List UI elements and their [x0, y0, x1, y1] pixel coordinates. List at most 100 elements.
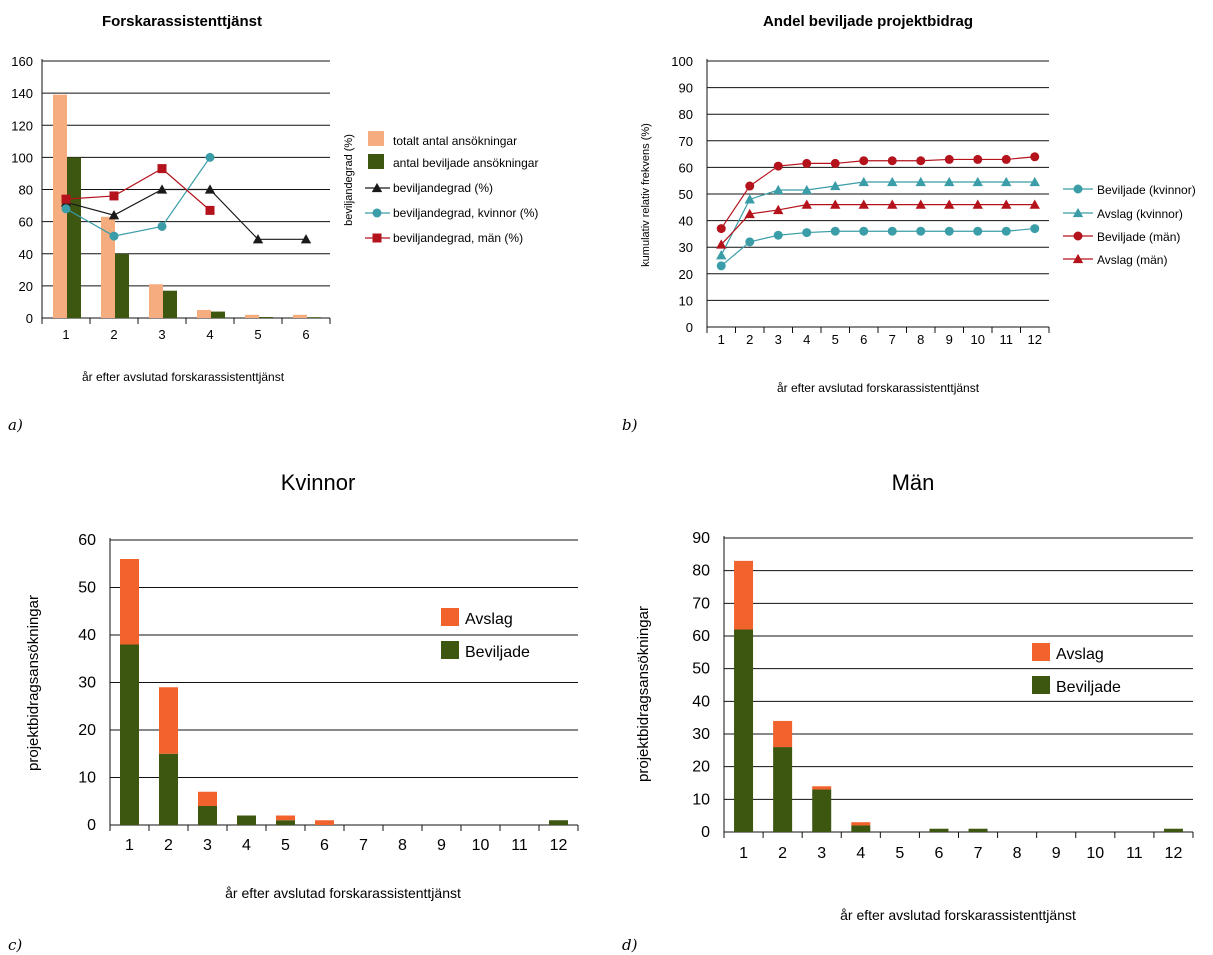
chart-c-bar-beviljade: [120, 644, 139, 825]
chart-a-bar-granted: [115, 253, 129, 318]
chart-c-ylabel: projektbidragsansökningar: [25, 595, 42, 771]
chart-a-legend-label-2: beviljandegrad (%): [393, 181, 493, 195]
chart-b-line-1: [720, 181, 1035, 256]
chart-b-line-2-point: [916, 156, 926, 166]
chart-d-bar-beviljade: [773, 747, 793, 832]
chart-a-bar-granted: [163, 290, 177, 318]
chart-d-legend-swatch-beviljade: [1032, 676, 1050, 694]
chart-d-ytick-label: 70: [692, 595, 710, 612]
chart-b-xtick-label: 1: [718, 332, 725, 347]
chart-b-line-0-point: [887, 226, 897, 236]
chart-b-title: Andel beviljade projektbidrag: [763, 13, 973, 30]
chart-a-bar-granted: [307, 317, 321, 318]
chart-d-title: Män: [892, 470, 935, 495]
chart-b-line-3-point: [858, 199, 869, 209]
chart-c-xtick-label: 12: [550, 837, 568, 854]
chart-a-ytick-label: 100: [11, 150, 33, 165]
chart-b-line-1-point: [887, 176, 898, 187]
chart-b-xtick-label: 8: [917, 332, 924, 347]
chart-d-bar-avslag: [734, 560, 754, 630]
chart-b-ytick-label: 20: [679, 267, 693, 282]
chart-b-legend-marker-0: [1073, 184, 1083, 194]
chart-b-line-3-point: [773, 204, 784, 215]
chart-b-line-3-point: [801, 199, 812, 209]
chart-a-ytick-label: 20: [19, 279, 33, 294]
chart-b-ytick-label: 40: [679, 214, 693, 229]
chart-b-xtick-label: 4: [803, 332, 810, 347]
chart-b-line-2-point: [944, 154, 954, 164]
chart-a-line-2-point: [61, 194, 71, 204]
chart-b-ytick-label: 90: [679, 81, 693, 96]
chart-c-bar-beviljade: [549, 820, 568, 825]
chart-b-line-0-point: [944, 226, 954, 236]
chart-c-xtick-label: 5: [281, 837, 290, 854]
chart-b-line-1-point: [944, 176, 955, 187]
chart-c-title: Kvinnor: [281, 470, 356, 495]
chart-a-bar-granted: [67, 157, 81, 318]
chart-a-line-2-point: [157, 164, 167, 174]
chart-c-xlabel: år efter avslutad forskarassistenttjänst: [225, 885, 461, 901]
chart-c-ytick-label: 0: [87, 817, 96, 834]
chart-d-xtick-label: 1: [739, 845, 748, 862]
chart-a-line-1-point: [205, 152, 215, 162]
chart-b-legend-label-1: Avslag (kvinnor): [1097, 207, 1183, 221]
chart-b-line-3-point: [716, 239, 727, 249]
chart-d-legend-label-0: Avslag: [1056, 646, 1104, 663]
chart-a-legend-label-4: beviljandegrad, män (%): [393, 231, 523, 245]
chart-a-line-2-point: [205, 205, 215, 215]
chart-b-line-2-point: [830, 158, 840, 168]
chart-b-line-1-point: [915, 176, 926, 187]
chart-c-legend-label-1: Beviljade: [465, 644, 530, 661]
chart-b-line-0-point: [716, 261, 726, 271]
chart-b-line-3-point: [972, 199, 983, 209]
chart-a-legend-label-3: beviljandegrad, kvinnor (%): [393, 206, 538, 220]
chart-d-ytick-label: 80: [692, 563, 710, 580]
chart-b-line-2-point: [887, 156, 897, 166]
chart-d-ytick-label: 10: [692, 791, 710, 808]
chart-a-bar-total: [245, 314, 259, 318]
chart-b-line-3-point: [887, 199, 898, 209]
chart-c-ytick-label: 60: [78, 532, 96, 549]
chart-b-xlabel: år efter avslutad forskarassistenttjänst: [777, 381, 980, 395]
chart-b-line-0-point: [859, 226, 869, 236]
chart-b-line-2: [720, 156, 1035, 229]
chart-b-line-0-point: [745, 237, 755, 247]
chart-b-line-1-point: [1029, 176, 1040, 187]
chart-b-line-2-point: [1030, 152, 1040, 162]
chart-b-line-1-point: [972, 176, 983, 187]
chart-a-bar-granted: [259, 317, 273, 318]
chart-b-line-1-point: [716, 250, 727, 260]
chart-b-line-3-point: [744, 208, 755, 219]
chart-c-bar-beviljade: [198, 806, 217, 825]
chart-b-legend-label-3: Avslag (män): [1097, 253, 1167, 267]
chart-b-line-1-point: [858, 176, 869, 187]
chart-d-ytick-label: 90: [692, 530, 710, 547]
chart-b-ytick-label: 70: [679, 134, 693, 149]
panel-label-a: a): [8, 416, 23, 434]
chart-a-legend-label-1: antal beviljade ansökningar: [393, 156, 538, 170]
chart-d-bar-beviljade: [812, 789, 832, 832]
chart-b-line-3: [720, 204, 1035, 245]
chart-c-ytick-label: 10: [78, 770, 96, 787]
chart-c-bar-beviljade: [276, 820, 295, 825]
chart-a-bar-total: [149, 284, 163, 318]
chart-c-xtick-label: 1: [125, 837, 134, 854]
chart-a-ytick-label: 120: [11, 118, 33, 133]
chart-b-ytick-label: 80: [679, 107, 693, 122]
chart-b-line-1-point: [744, 194, 755, 204]
chart-c-bar-beviljade: [237, 815, 256, 825]
chart-b-line-3-point: [1001, 199, 1012, 209]
chart-b-line-0-point: [802, 228, 812, 238]
chart-c-bar-beviljade: [159, 753, 178, 825]
chart-b-line-3-point: [830, 199, 841, 209]
chart-b-line-3-point: [915, 199, 926, 209]
chart-a-line-1: [65, 157, 211, 237]
chart-b-ytick-label: 10: [679, 293, 693, 308]
chart-b-line-1-point: [830, 180, 841, 191]
chart-d-xtick-label: 6: [935, 845, 944, 862]
chart-a-legend-swatch-0: [368, 131, 384, 146]
chart-a-bar-total: [293, 314, 307, 318]
chart-b-ytick-label: 50: [679, 187, 693, 202]
chart-b-line-3-point: [944, 199, 955, 209]
chart-b-xtick-label: 6: [860, 332, 867, 347]
